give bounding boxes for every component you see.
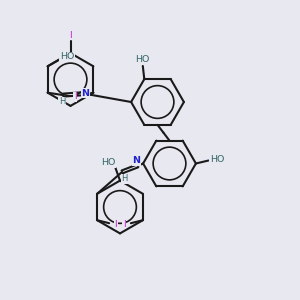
Text: N: N: [81, 89, 89, 98]
Text: I: I: [74, 92, 77, 101]
Text: I: I: [69, 31, 72, 40]
Text: H: H: [121, 174, 128, 183]
Text: HO: HO: [136, 56, 150, 64]
Text: I: I: [114, 220, 117, 229]
Text: HO: HO: [60, 52, 74, 61]
Text: N: N: [133, 156, 140, 165]
Text: HO: HO: [210, 155, 224, 164]
Text: H: H: [59, 97, 65, 106]
Text: I: I: [123, 220, 126, 229]
Text: HO: HO: [101, 158, 116, 167]
